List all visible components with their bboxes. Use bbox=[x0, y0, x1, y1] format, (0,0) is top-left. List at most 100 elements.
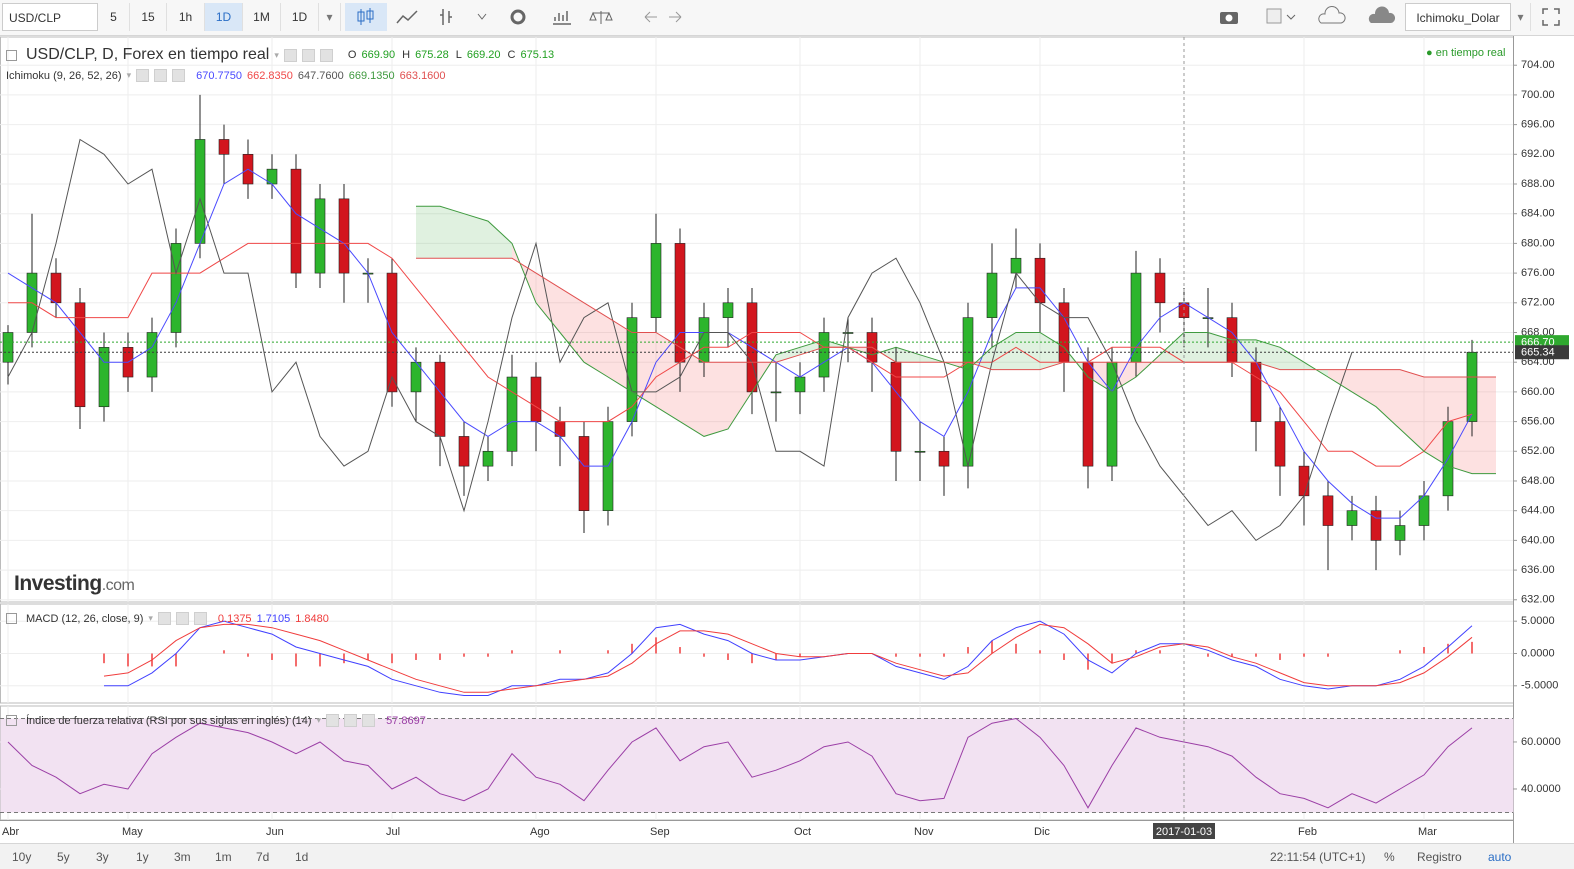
indicator-visibility-icon[interactable] bbox=[154, 69, 168, 82]
fullscreen-button[interactable] bbox=[1540, 6, 1562, 28]
auto-toggle[interactable]: auto bbox=[1488, 850, 1512, 864]
interval-button[interactable]: 1M bbox=[243, 3, 281, 31]
candle-body bbox=[434, 361, 446, 437]
candle-body bbox=[314, 198, 326, 274]
redo-button[interactable] bbox=[669, 11, 682, 23]
indicator-menu[interactable]: ▾ bbox=[126, 70, 132, 80]
y-tick-label: 656.00 bbox=[1521, 415, 1555, 427]
pane-remove-icon[interactable] bbox=[193, 612, 207, 625]
x-tick-label: May bbox=[122, 826, 143, 838]
clock: 22:11:54 (UTC+1) bbox=[1270, 850, 1366, 864]
ichimoku-cloud bbox=[896, 347, 920, 363]
candle-body bbox=[1322, 495, 1334, 526]
candle-body bbox=[1154, 272, 1166, 304]
template-dropdown[interactable]: ▾ bbox=[1511, 3, 1531, 31]
pane-title: MACD (12, 26, close, 9) bbox=[26, 612, 144, 625]
ichimoku-cloud bbox=[1376, 369, 1400, 430]
rsi-legend: Índice de fuerza relativa (RSI por sus s… bbox=[6, 714, 426, 727]
chart-dropdown[interactable] bbox=[477, 13, 487, 20]
interval-button[interactable]: 1D bbox=[281, 3, 319, 31]
candle-body bbox=[1298, 465, 1310, 497]
main-legend: USD/CLP, D, Forex en tiempo real ▾ O 669.90… bbox=[6, 46, 554, 64]
candle-body bbox=[1346, 510, 1358, 526]
tool-icons bbox=[345, 3, 682, 31]
pane-settings-icon[interactable] bbox=[326, 714, 340, 727]
line-button[interactable] bbox=[396, 10, 418, 24]
legend-value: 663.1600 bbox=[399, 69, 446, 82]
pane-settings-icon[interactable] bbox=[283, 48, 297, 62]
ichimoku-cloud bbox=[608, 317, 632, 392]
interval-button[interactable]: 15 bbox=[130, 3, 167, 31]
indicator-line bbox=[7, 138, 1353, 542]
interval-button[interactable]: 1h bbox=[167, 3, 205, 31]
candle-body bbox=[482, 450, 494, 467]
pane-menu[interactable]: ▾ bbox=[148, 613, 153, 623]
y-tick-label: 684.00 bbox=[1521, 208, 1555, 220]
percent-toggle[interactable]: % bbox=[1384, 850, 1395, 864]
pane-settings-icon[interactable] bbox=[157, 612, 171, 625]
save-button[interactable] bbox=[1368, 6, 1396, 23]
ichimoku-cloud bbox=[1184, 332, 1208, 363]
range-button[interactable]: 7d bbox=[256, 850, 270, 864]
candle-body bbox=[578, 436, 590, 511]
candles-button[interactable] bbox=[345, 3, 387, 31]
candle-body bbox=[1130, 272, 1142, 363]
ichimoku-cloud bbox=[1280, 347, 1304, 370]
ichimoku-cloud bbox=[632, 332, 656, 407]
indicator-line bbox=[416, 257, 1496, 378]
settings-button[interactable] bbox=[510, 9, 526, 25]
x-tick-label: 2017-01-03 bbox=[1156, 826, 1212, 838]
bars-button[interactable] bbox=[440, 9, 452, 25]
undo-button[interactable] bbox=[644, 11, 657, 23]
pane-menu[interactable]: ▾ bbox=[316, 715, 322, 725]
live-text: en tiempo real bbox=[1435, 47, 1506, 59]
y-tick-label: 676.00 bbox=[1521, 267, 1555, 279]
candle-body bbox=[50, 272, 62, 304]
legend-value: 670.7750 bbox=[196, 69, 242, 82]
candle-body bbox=[98, 347, 110, 408]
live-status: ● en tiempo real bbox=[1426, 47, 1506, 59]
interval-button[interactable]: 5 bbox=[98, 3, 130, 31]
draw-style-button[interactable] bbox=[1266, 8, 1282, 24]
indicator-remove-icon[interactable] bbox=[172, 69, 186, 82]
template-select[interactable]: Ichimoku_Dolar bbox=[1405, 3, 1511, 31]
candle-body bbox=[1058, 302, 1070, 363]
pane-remove-icon[interactable] bbox=[319, 48, 333, 62]
log-toggle[interactable]: Registro bbox=[1417, 850, 1462, 864]
interval-dropdown[interactable]: ▾ bbox=[319, 3, 341, 31]
y-tick-label: 680.00 bbox=[1521, 237, 1555, 249]
ichimoku-cloud bbox=[1352, 369, 1376, 407]
pane-remove-icon[interactable] bbox=[362, 714, 376, 727]
ichimoku-cloud bbox=[1208, 332, 1232, 363]
pane-visibility-icon[interactable] bbox=[344, 714, 358, 727]
candle-body bbox=[650, 243, 662, 318]
x-tick-label: Mar bbox=[1418, 826, 1437, 838]
range-button[interactable]: 5y bbox=[57, 850, 70, 864]
pane-menu[interactable]: ▾ bbox=[274, 49, 279, 60]
range-button[interactable]: 3m bbox=[174, 850, 191, 864]
interval-button[interactable]: 1D bbox=[205, 3, 243, 31]
pane-visibility-icon[interactable] bbox=[175, 612, 189, 625]
range-button[interactable]: 1m bbox=[215, 850, 232, 864]
symbol-input[interactable]: USD/CLP bbox=[2, 3, 98, 31]
ichimoku-cloud bbox=[1328, 369, 1352, 392]
ohlc-value: 669.90 bbox=[361, 49, 396, 61]
candle-body bbox=[1106, 361, 1118, 467]
legend-value: 647.7600 bbox=[297, 69, 344, 82]
y-tick-label: -5.0000 bbox=[1521, 680, 1558, 692]
range-button[interactable]: 10y bbox=[12, 850, 32, 864]
load-button[interactable] bbox=[1318, 6, 1346, 24]
indicators-button[interactable] bbox=[553, 11, 571, 25]
range-button[interactable]: 1y bbox=[136, 850, 149, 864]
candle-body bbox=[170, 243, 182, 333]
ichimoku-cloud bbox=[584, 302, 608, 378]
pane-visibility-icon[interactable] bbox=[301, 48, 315, 62]
compare-button[interactable] bbox=[589, 11, 613, 24]
indicator-settings-icon[interactable] bbox=[136, 69, 150, 82]
pane-title: USD/CLP, D, Forex en tiempo real bbox=[26, 46, 270, 63]
candle-body bbox=[1034, 257, 1046, 304]
range-button[interactable]: 1d bbox=[295, 850, 309, 864]
range-button[interactable]: 3y bbox=[96, 850, 109, 864]
